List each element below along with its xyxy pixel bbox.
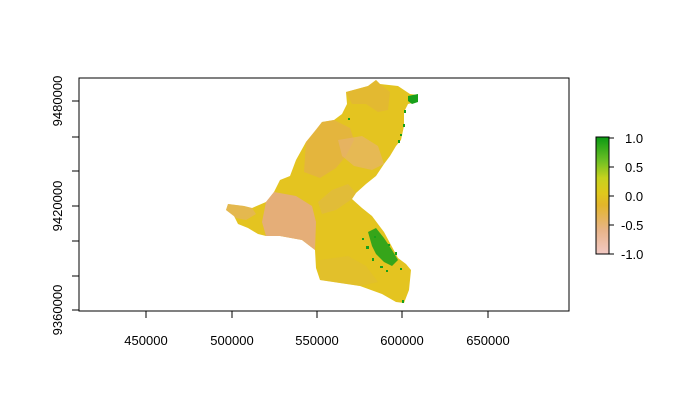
green-pixels-north bbox=[348, 94, 418, 303]
region-warm-patch bbox=[318, 184, 356, 214]
legend-colorbar bbox=[595, 136, 610, 255]
legend-tick-label: 0.5 bbox=[625, 160, 643, 175]
x-axis: 450000 500000 550000 600000 650000 bbox=[124, 311, 510, 348]
x-tick-label: 450000 bbox=[124, 333, 167, 348]
x-tick-label: 600000 bbox=[380, 333, 423, 348]
y-tick-label: 9420000 bbox=[50, 181, 65, 232]
x-tick-label: 550000 bbox=[295, 333, 338, 348]
region-base bbox=[226, 80, 418, 303]
x-tick-label: 650000 bbox=[466, 333, 509, 348]
region-warm-patch bbox=[304, 120, 354, 178]
legend-tick-label: -0.5 bbox=[621, 218, 643, 233]
region-pink-patch bbox=[262, 192, 316, 250]
color-legend: 1.0 0.5 0.0 -0.5 -1.0 bbox=[595, 131, 643, 262]
legend-tick-label: 1.0 bbox=[625, 131, 643, 146]
y-tick-label: 9480000 bbox=[50, 76, 65, 127]
region-warm-patch bbox=[320, 256, 378, 286]
region-pink-patch bbox=[226, 204, 256, 220]
region-warm-patch bbox=[338, 136, 384, 170]
legend-tick-label: 0.0 bbox=[625, 189, 643, 204]
study-region bbox=[226, 80, 418, 303]
x-tick-label: 500000 bbox=[210, 333, 253, 348]
legend-tick-label: -1.0 bbox=[621, 247, 643, 262]
green-pixels-south bbox=[362, 228, 402, 272]
y-axis: 9360000 9420000 9480000 bbox=[50, 76, 79, 336]
y-tick-label: 9360000 bbox=[50, 285, 65, 336]
region-warm-patch bbox=[346, 80, 390, 112]
